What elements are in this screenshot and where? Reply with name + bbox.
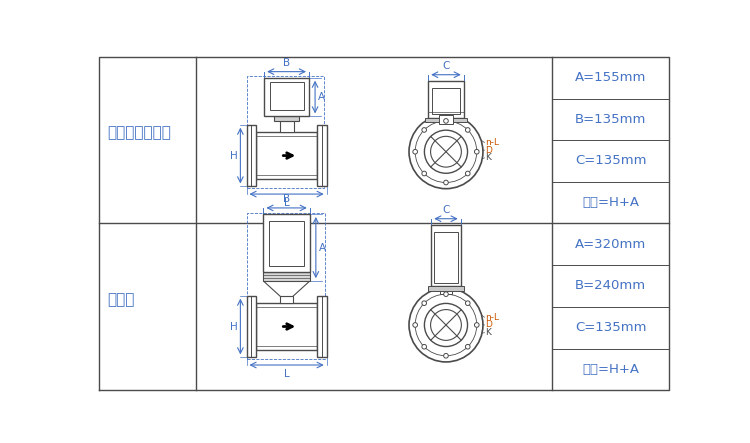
Text: C: C <box>442 205 450 215</box>
Circle shape <box>409 115 483 189</box>
Circle shape <box>424 130 467 173</box>
Text: H: H <box>230 322 237 331</box>
Text: B=240mm: B=240mm <box>575 280 646 292</box>
Text: n-L: n-L <box>485 138 500 147</box>
Bar <box>247 125 256 187</box>
Bar <box>256 132 317 179</box>
Text: B: B <box>283 194 290 204</box>
Text: K: K <box>485 153 491 163</box>
Bar <box>263 214 310 272</box>
Text: L: L <box>284 198 290 208</box>
Bar <box>439 115 453 124</box>
Bar <box>270 82 304 110</box>
Bar <box>317 125 327 187</box>
Circle shape <box>475 149 479 154</box>
Circle shape <box>466 301 470 306</box>
Bar <box>268 221 304 266</box>
Text: A=155mm: A=155mm <box>575 71 646 84</box>
Bar <box>317 296 327 358</box>
Text: D: D <box>485 146 492 155</box>
Circle shape <box>413 149 418 154</box>
Circle shape <box>422 301 427 306</box>
Text: C=135mm: C=135mm <box>575 321 646 334</box>
Text: A: A <box>318 92 326 102</box>
Circle shape <box>444 354 448 358</box>
Circle shape <box>430 136 461 167</box>
Circle shape <box>466 128 470 132</box>
Circle shape <box>422 345 427 349</box>
Circle shape <box>424 303 467 346</box>
Text: n-L: n-L <box>485 313 500 322</box>
Text: 总高=H+A: 总高=H+A <box>582 196 639 209</box>
Text: B: B <box>283 58 290 68</box>
Text: D: D <box>485 320 492 330</box>
Text: C: C <box>442 61 450 71</box>
Bar <box>256 303 317 350</box>
Circle shape <box>444 292 448 296</box>
Bar <box>247 296 256 358</box>
Bar <box>280 296 292 303</box>
Circle shape <box>444 119 448 123</box>
Text: C=135mm: C=135mm <box>575 155 646 167</box>
Circle shape <box>475 323 479 327</box>
Text: A=320mm: A=320mm <box>575 238 646 251</box>
Circle shape <box>444 180 448 185</box>
Bar <box>431 225 460 287</box>
Text: 无通讯或分体型: 无通讯或分体型 <box>107 125 171 140</box>
Bar <box>428 81 464 118</box>
Circle shape <box>430 310 461 340</box>
Bar <box>432 88 460 114</box>
Polygon shape <box>263 281 310 296</box>
Bar <box>274 117 299 121</box>
Text: H: H <box>230 151 237 160</box>
Bar <box>263 272 310 281</box>
Bar <box>280 121 293 132</box>
Bar <box>434 232 457 283</box>
Text: A: A <box>319 243 326 253</box>
Bar <box>440 287 452 294</box>
Circle shape <box>466 171 470 176</box>
Circle shape <box>422 171 427 176</box>
Text: 总高=H+A: 总高=H+A <box>582 363 639 376</box>
Circle shape <box>422 128 427 132</box>
Text: L: L <box>284 369 290 379</box>
Text: 一体型: 一体型 <box>107 291 134 307</box>
Text: K: K <box>485 328 491 337</box>
Bar <box>264 78 309 117</box>
Circle shape <box>409 288 483 362</box>
Circle shape <box>466 345 470 349</box>
Bar <box>428 287 464 291</box>
Text: B=135mm: B=135mm <box>575 113 646 126</box>
Circle shape <box>413 323 418 327</box>
Bar <box>425 118 466 122</box>
